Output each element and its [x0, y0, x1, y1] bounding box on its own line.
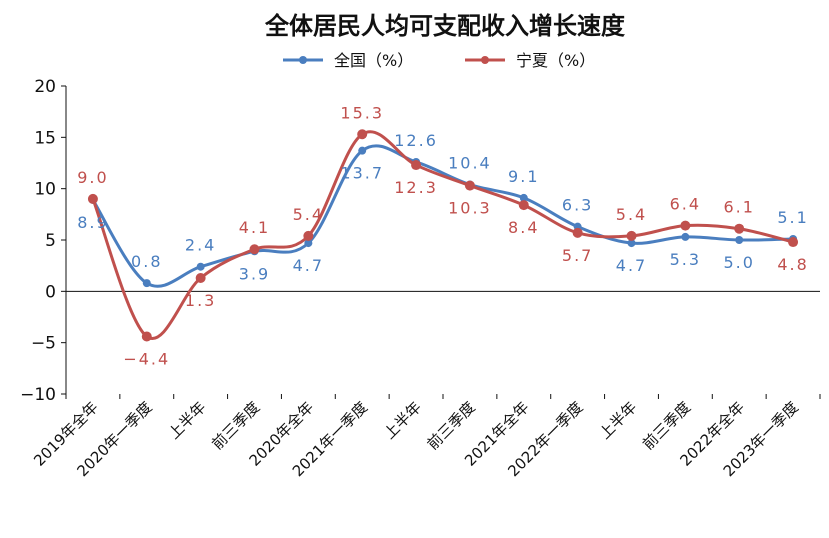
- plot-area: 8.9 9.0 0.8 −4.4 2.4 1.3 3.9 4.1 4.7 5.4 13.7 15.3 1…: [77, 103, 808, 369]
- data-label-national: 10.4: [448, 154, 492, 173]
- y-tick-label: 0: [45, 282, 56, 302]
- data-label-ningxia: 5.4: [293, 205, 324, 224]
- data-point-ningxia: [87, 193, 98, 204]
- x-tick-label: 上半年: [596, 398, 641, 443]
- data-point-ningxia: [141, 331, 152, 342]
- x-tick-label: 上半年: [165, 398, 210, 443]
- data-label-ningxia: 12.3: [394, 178, 438, 197]
- data-point-national: [735, 236, 744, 244]
- data-label-national: 8.9: [77, 213, 108, 232]
- data-label-national: 2.4: [185, 236, 216, 255]
- data-point-ningxia: [788, 237, 799, 248]
- data-point-national: [304, 239, 313, 248]
- y-tick-label: −5: [31, 334, 56, 354]
- data-label-national: 0.8: [131, 252, 162, 271]
- data-label-national: 5.0: [723, 253, 754, 272]
- data-label-national: 6.3: [562, 196, 593, 215]
- data-label-ningxia: 5.4: [616, 205, 647, 224]
- legend-label-national: 全国（%）: [334, 51, 413, 70]
- x-tick-label: 上半年: [380, 398, 425, 443]
- data-label-ningxia: 10.3: [448, 199, 492, 218]
- data-label-ningxia: −4.4: [123, 350, 170, 369]
- data-label-national: 4.7: [293, 256, 324, 275]
- x-tick-label: 前三季度: [639, 398, 694, 453]
- data-point-ningxia: [411, 160, 422, 171]
- data-point-national: [681, 232, 690, 241]
- legend-label-ningxia: 宁夏（%）: [516, 51, 595, 70]
- data-label-ningxia: 5.7: [562, 246, 593, 265]
- data-point-ningxia: [572, 227, 583, 238]
- legend-marker-ningxia: [481, 56, 489, 64]
- data-point-national: [519, 193, 528, 202]
- y-tick-label: −10: [20, 385, 56, 405]
- data-label-ningxia: 15.3: [340, 103, 384, 122]
- x-tick-label: 前三季度: [424, 398, 479, 453]
- data-label-national: 13.7: [340, 164, 384, 183]
- data-point-national: [196, 262, 205, 271]
- legend-item-ningxia: 宁夏（%）: [465, 51, 595, 70]
- data-label-ningxia: 6.4: [670, 195, 701, 214]
- y-tick-label: 20: [34, 77, 56, 97]
- data-point-ningxia: [195, 272, 206, 283]
- y-tick-label: 5: [45, 231, 56, 251]
- data-label-ningxia: 8.4: [508, 218, 539, 237]
- data-point-ningxia: [249, 244, 260, 255]
- data-point-national: [627, 239, 636, 248]
- data-label-ningxia: 4.1: [239, 218, 270, 237]
- legend: 全国（%） 宁夏（%）: [283, 51, 595, 70]
- data-point-ningxia: [680, 220, 691, 231]
- data-label-national: 5.3: [670, 250, 701, 269]
- legend-item-national: 全国（%）: [283, 51, 413, 70]
- data-label-national: 12.6: [394, 131, 438, 150]
- chart-title: 全体居民人均可支配收入增长速度: [264, 12, 626, 40]
- y-tick-label: 10: [34, 180, 56, 200]
- data-label-national: 9.1: [508, 167, 539, 186]
- data-label-national: 5.1: [777, 208, 808, 227]
- legend-marker-national: [299, 56, 307, 64]
- y-tick-label: 15: [34, 128, 56, 148]
- data-point-ningxia: [734, 223, 745, 234]
- data-point-national: [142, 279, 151, 288]
- data-point-ningxia: [518, 200, 529, 211]
- data-label-national: 3.9: [239, 264, 270, 283]
- series-ningxia: [87, 129, 799, 342]
- data-label-ningxia: 1.3: [185, 291, 216, 310]
- data-point-national: [358, 146, 367, 155]
- x-tick-label: 前三季度: [208, 398, 263, 453]
- data-point-ningxia: [626, 230, 637, 241]
- data-label-national: 4.7: [616, 256, 647, 275]
- data-point-ningxia: [303, 230, 314, 241]
- data-label-ningxia: 4.8: [777, 255, 808, 274]
- data-label-ningxia: 9.0: [77, 168, 108, 187]
- data-point-ningxia: [464, 180, 475, 191]
- data-label-ningxia: 6.1: [723, 198, 754, 217]
- data-point-ningxia: [357, 129, 368, 140]
